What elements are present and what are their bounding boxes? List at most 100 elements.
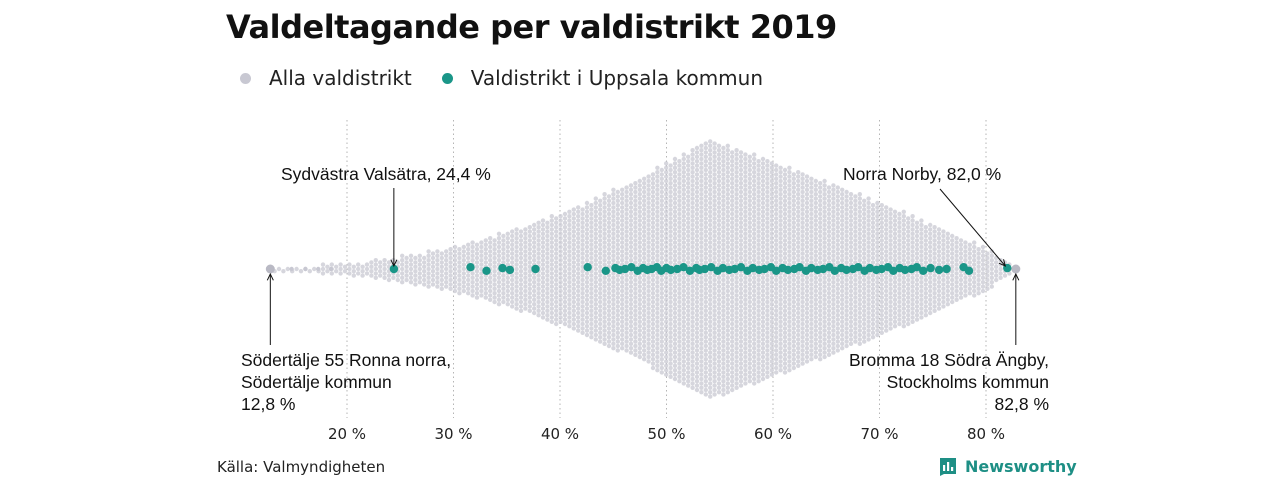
dot-all-district: [571, 247, 576, 252]
dot-all-district: [769, 306, 774, 311]
dot-all-district: [457, 273, 462, 278]
dot-all-district: [796, 315, 801, 320]
dot-all-district: [659, 282, 664, 287]
dot-all-district: [686, 317, 691, 322]
dot-all-district: [580, 326, 585, 331]
dot-all-district: [791, 365, 796, 371]
dot-all-district: [804, 275, 810, 280]
dot-all-district: [483, 291, 488, 296]
dot-all-district: [734, 214, 739, 219]
dot-all-district: [928, 231, 933, 236]
dot-all-district: [523, 266, 528, 272]
dot-all-district: [510, 251, 515, 256]
dot-all-district: [800, 203, 805, 208]
dot-all-district: [950, 255, 955, 261]
dot-uppsala-district: [482, 266, 491, 275]
dot-all-district: [668, 176, 673, 181]
dot-all-district: [536, 242, 541, 247]
dot-all-district: [884, 302, 889, 307]
dot-all-district: [580, 251, 585, 256]
dot-all-district: [822, 249, 827, 254]
dot-all-district: [470, 275, 475, 280]
dot-all-district: [826, 352, 832, 357]
dot-all-district: [606, 286, 612, 291]
dot-all-district: [435, 275, 440, 280]
dot-all-district: [690, 161, 695, 166]
dot-all-district: [703, 163, 708, 168]
dot-all-district: [716, 280, 722, 285]
dot-all-district: [593, 218, 598, 223]
dot-all-district: [901, 249, 906, 254]
dot-all-district: [699, 258, 704, 263]
dot-all-district: [532, 280, 537, 285]
dot-all-district: [730, 370, 735, 375]
dot-all-district: [822, 350, 827, 355]
dot-all-district: [580, 233, 585, 239]
dot-all-district: [809, 291, 814, 296]
brand-logo[interactable]: Newsworthy: [938, 456, 1077, 476]
dot-all-district: [844, 260, 849, 265]
dot-all-district: [848, 196, 854, 201]
dot-all-district: [747, 211, 752, 217]
dot-all-district: [571, 313, 576, 318]
dot-all-district: [782, 198, 788, 203]
dot-all-district: [778, 293, 783, 298]
dot-all-district: [884, 306, 889, 311]
dot-all-district: [831, 200, 836, 206]
dot-all-district: [690, 170, 695, 175]
dot-all-district: [540, 266, 546, 272]
dot-all-district: [703, 308, 708, 313]
dot-all-district: [712, 383, 717, 388]
dot-all-district: [703, 251, 708, 256]
dot-all-district: [708, 240, 713, 245]
dot-all-district: [615, 308, 620, 313]
dot-all-district: [774, 282, 779, 287]
dot-all-district: [637, 253, 642, 258]
dot-all-district: [545, 269, 550, 274]
dot-all-district: [633, 277, 638, 283]
dot-all-district: [906, 255, 911, 261]
dot-all-district: [782, 326, 788, 331]
dot-all-district: [703, 330, 708, 335]
dot-all-district: [826, 203, 832, 208]
dot-all-district: [686, 330, 691, 335]
dot-all-district: [598, 207, 603, 212]
dot-all-district: [712, 185, 717, 190]
dot-all-district: [404, 277, 409, 283]
dot-all-district: [835, 330, 840, 335]
dot-all-district: [655, 170, 660, 175]
dot-all-district: [496, 231, 502, 236]
dot-all-district: [430, 273, 436, 278]
dot-all-district: [804, 297, 810, 302]
dot-all-district: [769, 288, 774, 294]
dot-all-district: [672, 302, 678, 307]
dot-all-district: [721, 163, 726, 168]
dot-all-district: [835, 343, 840, 349]
dot-all-district: [642, 304, 647, 309]
dot-all-district: [835, 282, 840, 287]
dot-all-district: [923, 291, 928, 296]
dot-all-district: [694, 308, 700, 313]
dot-all-district: [985, 273, 990, 278]
dot-all-district: [668, 286, 673, 291]
dot-all-district: [813, 315, 818, 320]
dot-all-district: [919, 310, 924, 316]
dot-all-district: [716, 200, 722, 206]
dot-all-district: [664, 244, 669, 250]
dot-all-district: [444, 275, 449, 280]
dot-all-district: [444, 258, 449, 263]
dot-all-district: [875, 319, 880, 324]
dot-all-district: [848, 319, 854, 324]
dot-all-district: [778, 196, 783, 201]
dot-all-district: [923, 286, 928, 291]
dot-all-district: [558, 280, 563, 285]
dot-all-district: [747, 299, 752, 305]
dot-all-district: [769, 205, 774, 210]
dot-all-district: [734, 346, 739, 351]
dot-all-district: [844, 335, 849, 340]
dot-all-district: [853, 255, 858, 261]
dot-all-district: [721, 189, 726, 195]
dot-all-district: [681, 253, 686, 258]
dot-all-district: [778, 222, 783, 228]
dot-all-district: [778, 253, 783, 258]
